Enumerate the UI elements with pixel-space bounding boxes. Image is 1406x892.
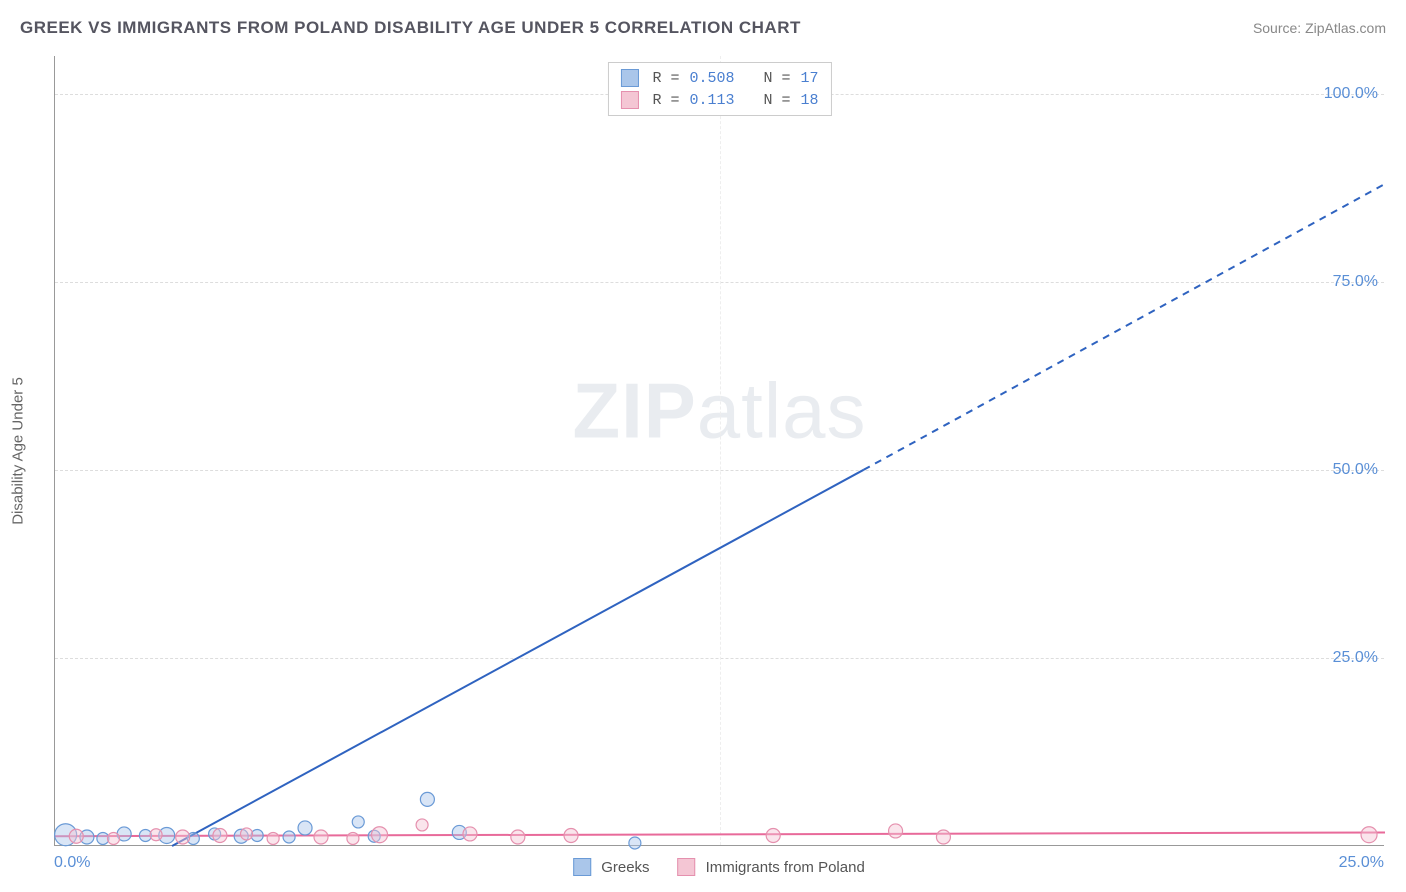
y-tick-label: 50.0% [1333, 461, 1378, 479]
n-value-poland: 18 [801, 92, 819, 109]
swatch-poland-icon [678, 858, 696, 876]
x-tick-label: 25.0% [1339, 854, 1384, 872]
legend-bottom: Greeks Immigrants from Poland [573, 858, 865, 876]
r-value-greeks: 0.508 [689, 70, 734, 87]
legend-item-poland: Immigrants from Poland [678, 858, 865, 876]
y-tick-label: 100.0% [1324, 85, 1378, 103]
r-label: R = [652, 92, 679, 109]
r-label: R = [652, 70, 679, 87]
n-label: N = [764, 70, 791, 87]
x-tick-label: 0.0% [54, 854, 90, 872]
swatch-greeks-icon [573, 858, 591, 876]
legend-label-poland: Immigrants from Poland [706, 859, 865, 876]
y-tick-label: 75.0% [1333, 273, 1378, 291]
chart-container: Disability Age Under 5 ZIPatlas 25.0%50.… [54, 56, 1384, 846]
legend-label-greeks: Greeks [601, 859, 649, 876]
y-tick-label: 25.0% [1333, 649, 1378, 667]
legend-item-greeks: Greeks [573, 858, 649, 876]
legend-top: R = 0.508 N = 17 R = 0.113 N = 18 [607, 62, 831, 116]
chart-title: GREEK VS IMMIGRANTS FROM POLAND DISABILI… [20, 18, 801, 38]
watermark-atlas: atlas [697, 367, 867, 455]
plot-area: ZIPatlas 25.0% 50.0% 75.0% 100.0% R = 0.508… [54, 56, 1384, 846]
r-value-poland: 0.113 [689, 92, 734, 109]
n-value-greeks: 17 [801, 70, 819, 87]
legend-top-row-poland: R = 0.113 N = 18 [620, 89, 818, 111]
y-axis-title: Disability Age Under 5 [10, 377, 27, 525]
watermark-zip: ZIP [572, 367, 696, 455]
n-label: N = [764, 92, 791, 109]
swatch-greeks-icon [620, 69, 638, 87]
legend-top-row-greeks: R = 0.508 N = 17 [620, 67, 818, 89]
chart-source: Source: ZipAtlas.com [1253, 20, 1386, 36]
chart-header: GREEK VS IMMIGRANTS FROM POLAND DISABILI… [20, 18, 1386, 38]
swatch-poland-icon [620, 91, 638, 109]
